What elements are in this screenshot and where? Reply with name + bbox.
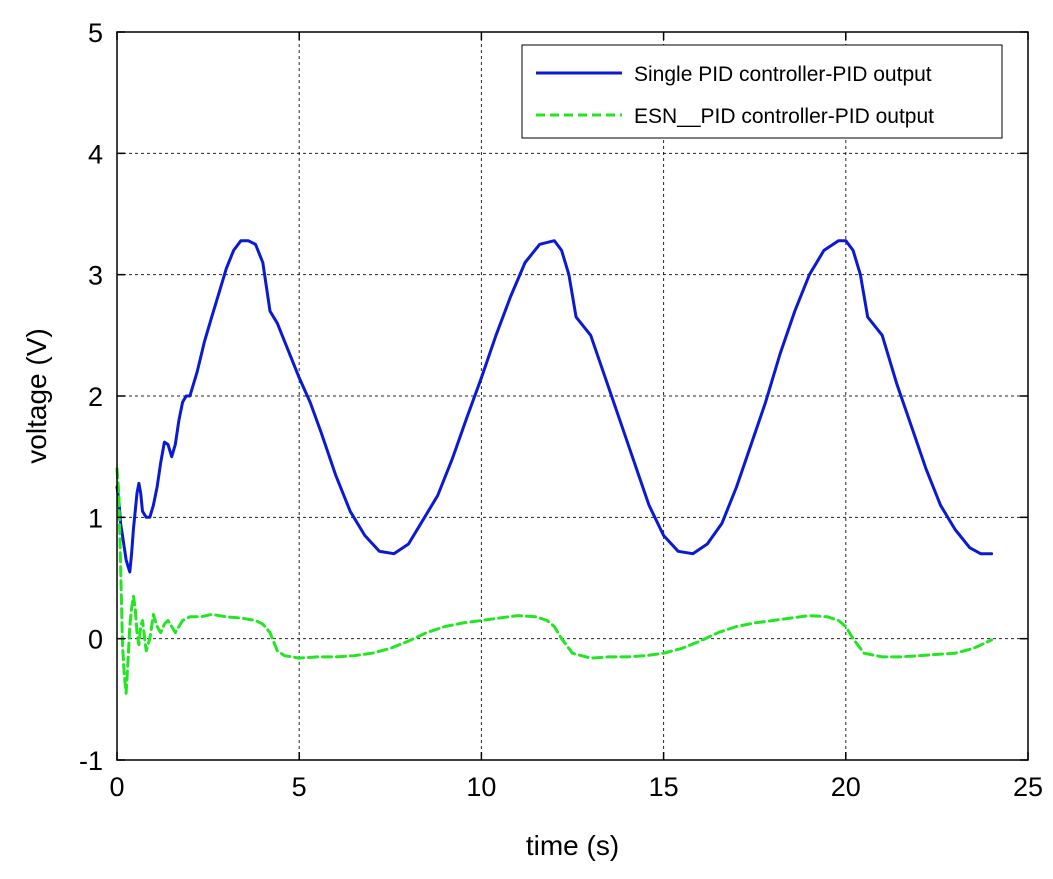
legend: Single PID controller-PID output ESN__PI… xyxy=(521,44,1003,139)
series-line-0 xyxy=(115,239,994,574)
x-tick-label: 15 xyxy=(649,772,679,802)
y-tick-label: 0 xyxy=(88,625,103,655)
x-tick-label: 25 xyxy=(1013,772,1043,802)
x-tick-label: 0 xyxy=(109,772,124,802)
x-tick-label: 20 xyxy=(831,772,861,802)
x-tick-label: 5 xyxy=(292,772,307,802)
y-tick-label: 1 xyxy=(88,503,103,533)
series-line-1 xyxy=(115,467,994,695)
y-tick-label: 3 xyxy=(88,261,103,291)
x-axis-label: time (s) xyxy=(526,830,619,861)
grid-lines xyxy=(117,32,1028,760)
legend-entry-esn-pid: ESN__PID controller-PID output xyxy=(634,105,934,128)
y-tick-label: 4 xyxy=(88,139,103,169)
y-tick-label: 2 xyxy=(88,382,103,412)
series-layer xyxy=(115,239,994,695)
x-tick-label: 10 xyxy=(466,772,496,802)
legend-box xyxy=(521,44,1003,139)
y-tick-label: -1 xyxy=(79,746,103,776)
y-axis-label: voltage (V) xyxy=(21,328,52,463)
y-tick-label: 5 xyxy=(88,18,103,48)
legend-entry-single-pid: Single PID controller-PID output xyxy=(634,63,932,86)
